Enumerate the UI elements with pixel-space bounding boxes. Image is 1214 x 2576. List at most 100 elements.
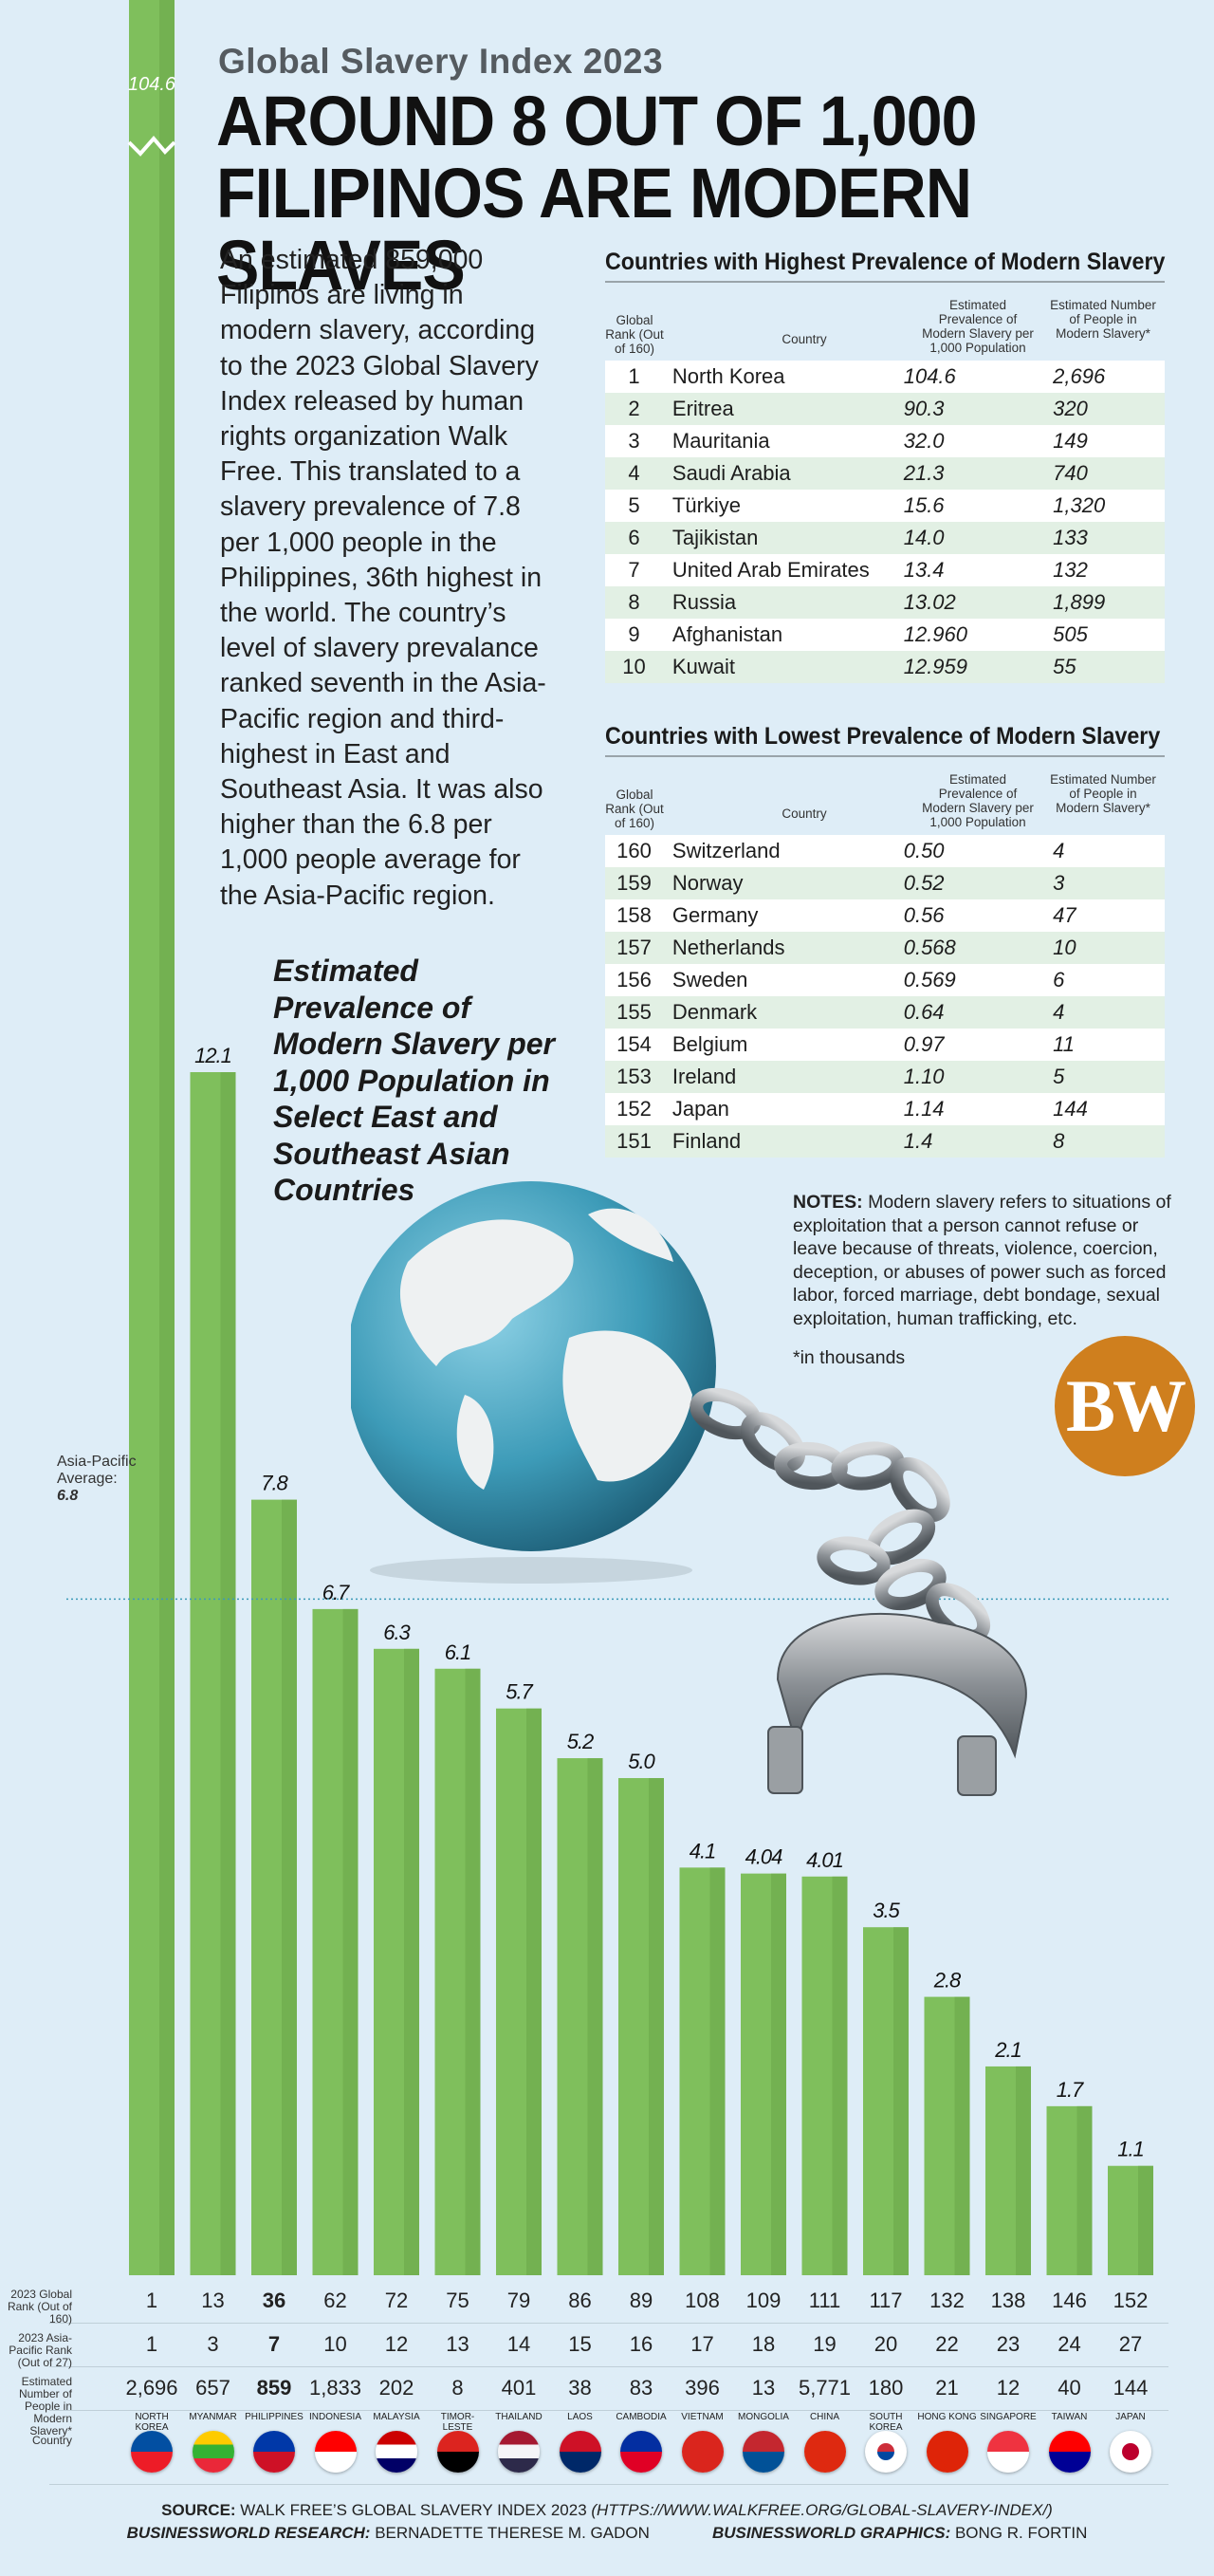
prevalence-cell: 90.3 [903,397,945,420]
rank-cell: 2 [628,397,640,420]
bar-group: 5.2 [557,1730,603,2275]
prevalence-cell: 14.0 [903,526,945,549]
prevalence-cell: 104.6 [903,364,956,388]
table-row: 6 Tajikistan 14.0 133 [605,522,1165,554]
bar-value-label: 2.8 [933,1969,962,1992]
rank-cell: 3 [628,429,640,453]
bar-value-label: 7.8 [261,1472,288,1495]
rank-cell: 157 [616,936,652,959]
bar-value-label: 6.3 [383,1621,411,1644]
data-cell: 12 [996,2376,1021,2400]
highest-prevalence-table: Countries with Highest Prevalence of Mod… [605,243,1165,683]
data-cell: 5,771 [798,2376,852,2400]
bar-group: 7.8 [251,1472,297,2275]
country-cell: Mauritania [671,429,770,453]
prevalence-cell: 0.64 [903,1000,945,1024]
col-prevalence: Estimated Prevalence of Modern Slavery p… [922,772,1034,829]
country-name: SINGAPORE [980,2412,1037,2422]
people-cell: 1,899 [1053,590,1106,614]
research-label: BUSINESSWORLD RESEARCH: [126,2524,371,2542]
table-row: 1 North Korea 104.6 2,696 [605,361,1165,393]
flag-icon [253,2431,295,2473]
country-name: CHINA [809,2412,840,2422]
rank-cell: 160 [616,839,652,862]
country-name: TIMOR-LESTE [440,2412,475,2433]
data-cell: 18 [751,2332,776,2356]
data-cell: 22 [935,2332,959,2356]
data-cell: 89 [629,2289,653,2312]
asia-rank-row: 2023 Asia-Pacific Rank (Out of 27) 1 3 7 10 1… [9,2323,1168,2369]
data-cell: 7 [267,2332,281,2356]
bar-group: 6.7 [312,1581,359,2275]
data-cell: 396 [685,2376,720,2400]
bar-shade [649,1778,664,2275]
data-cell: 15 [568,2332,592,2356]
col-country: Country [782,332,827,346]
notes: NOTES: Modern slavery refers to situatio… [793,1191,1172,1330]
data-cell: 152 [1113,2289,1149,2312]
bar-group: 4.04 [741,1845,786,2275]
data-cell: 20 [874,2332,898,2356]
data-cell: 14 [506,2332,531,2356]
bar-group: 6.3 [374,1621,419,2275]
flag-icon [926,2431,968,2473]
table-row: 4 Saudi Arabia 21.3 740 [605,457,1165,490]
bar-value-label: 12.1 [194,1044,231,1067]
bar-shade [709,1867,726,2275]
table-body: 1 North Korea 104.6 2,696 2 Eritrea 90.3 320 3 Ma… [605,361,1165,683]
rank-cell: 5 [628,493,640,517]
bar-shade [465,1668,481,2275]
country-cell: Ireland [671,1065,737,1088]
data-cell: 146 [1052,2289,1087,2312]
flag-icon [1048,2431,1091,2473]
bar-shade [1138,2165,1153,2275]
bar-value-label: 1.7 [1057,2078,1084,2102]
col-country: Country [782,806,827,821]
table-row: 155 Denmark 0.64 4 [605,996,1165,1029]
col-people: Estimated Number of People in Modern Sla… [1050,772,1156,815]
graphics-name: BONG R. FORTIN [950,2524,1088,2542]
row-label: Country [31,2434,72,2447]
country-cell: Sweden [671,968,748,991]
table-row: 9 Afghanistan 12.960 505 [605,619,1165,651]
chain-icon [690,1387,991,1643]
country-name: NORTH KOREA [135,2412,169,2433]
bar-shade [282,1499,297,2275]
data-cell: 859 [256,2376,292,2400]
country-cell: United Arab Emirates [671,558,870,582]
data-cell: 108 [685,2289,720,2312]
graphics-label: BUSINESSWORLD GRAPHICS: [712,2524,951,2542]
data-cell: 13 [446,2332,469,2356]
table-body: 160 Switzerland 0.50 4 159 Norway 0.52 3 158 Germ… [605,835,1165,1158]
prevalence-cell: 12.960 [903,622,968,646]
bar-shade [159,0,175,2275]
country-cell: Russia [671,590,737,614]
bar-value-label: 4.01 [806,1848,843,1872]
people-cell: 47 [1053,903,1076,927]
data-cell: 144 [1113,2376,1149,2400]
prevalence-cell: 0.52 [903,871,945,895]
bar-value-label: 5.7 [506,1680,533,1704]
country-cell: Norway [671,871,744,895]
bar-group: 12.1 [190,1044,236,2275]
country-cell: Japan [671,1097,729,1121]
reference-label-text: Asia-Pacific Average: [57,1454,137,1487]
prevalence-cell: 13.02 [903,590,956,614]
prevalence-cell: 21.3 [903,461,945,485]
data-cell: 2,696 [125,2376,178,2400]
people-cell: 3 [1053,871,1065,895]
table-row: 157 Netherlands 0.568 10 [605,932,1165,964]
country-cell: Türkiye [671,493,742,517]
bar-group: 5.0 [618,1750,664,2275]
data-cell: 62 [323,2289,347,2312]
shackle-icon [776,1612,1027,1759]
data-cell: 202 [378,2376,414,2400]
bar-shade [342,1608,359,2275]
people-cell: 320 [1053,397,1088,420]
data-cell: 12 [384,2332,409,2356]
chart-title: Estimated Prevalence of Modern Slavery p… [273,954,555,1207]
country-cell: Eritrea [671,397,734,420]
table-row: 152 Japan 1.14 144 [605,1093,1165,1125]
country-row: Country NORTH KOREA MYANMAR PHILIPPINES INDO… [32,2410,1168,2485]
data-cell: 8 [451,2376,464,2400]
